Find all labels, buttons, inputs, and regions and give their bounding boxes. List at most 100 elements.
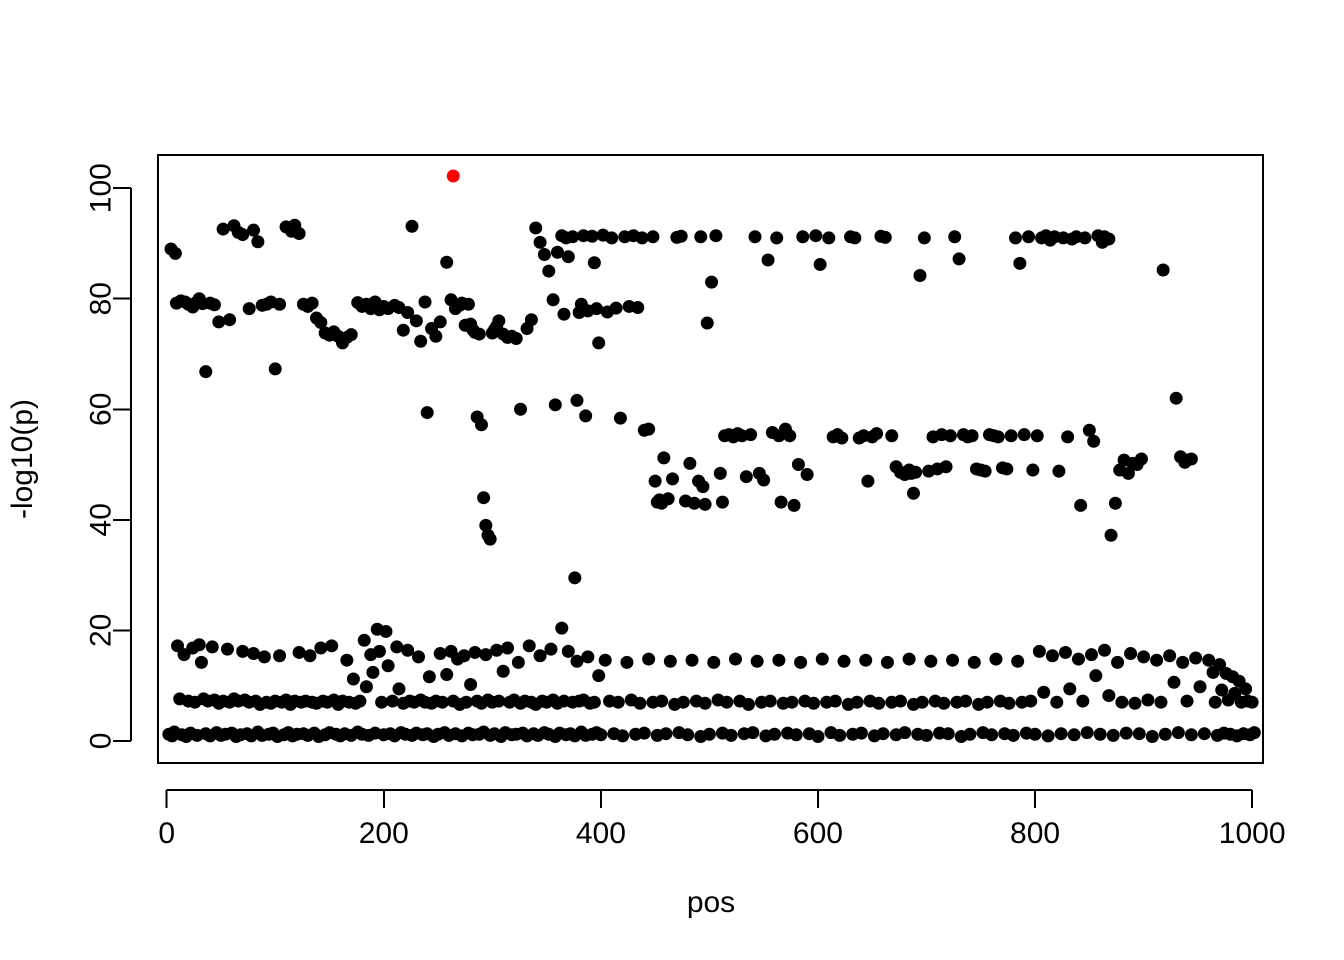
data-point <box>457 649 471 663</box>
data-point <box>789 728 803 742</box>
data-point <box>268 362 282 376</box>
data-point <box>659 727 673 741</box>
data-point <box>496 664 510 678</box>
data-point <box>1013 256 1027 270</box>
data-point <box>401 306 415 320</box>
data-point <box>440 668 454 682</box>
data-point <box>720 695 734 709</box>
data-point <box>774 495 788 509</box>
data-point <box>787 498 801 512</box>
x-tick-label: 400 <box>576 817 626 850</box>
x-axis: 0 200 400 600 800 1000 <box>158 789 1286 850</box>
data-point <box>663 654 677 668</box>
data-point <box>772 653 786 667</box>
data-point <box>946 653 960 667</box>
data-point <box>1017 428 1031 442</box>
data-point <box>676 695 690 709</box>
y-tick-label: 60 <box>85 393 118 426</box>
data-point <box>757 473 771 487</box>
data-point <box>459 695 473 709</box>
data-point <box>273 297 287 311</box>
data-point <box>381 659 395 673</box>
data-point <box>446 169 460 183</box>
data-point <box>566 230 580 244</box>
data-point <box>828 694 842 708</box>
data-point <box>1189 651 1203 665</box>
data-point <box>429 329 443 343</box>
data-point <box>815 652 829 666</box>
data-point <box>1124 647 1138 661</box>
data-point <box>1134 452 1148 466</box>
data-point <box>807 696 821 710</box>
data-point <box>1247 726 1261 740</box>
data-point <box>948 230 962 244</box>
data-point <box>978 464 992 478</box>
data-point <box>1163 649 1177 663</box>
data-point <box>685 653 699 667</box>
data-point <box>768 727 782 741</box>
data-point <box>709 229 723 243</box>
data-point <box>715 495 729 509</box>
data-point <box>353 694 367 708</box>
data-point <box>544 642 558 656</box>
data-point <box>581 650 595 664</box>
data-point <box>880 655 894 669</box>
plot-panel-border <box>157 154 1264 764</box>
data-point <box>587 695 601 709</box>
data-point <box>570 654 584 668</box>
y-axis: 0 20 40 60 80 100 <box>85 163 132 749</box>
data-point <box>461 297 475 311</box>
data-point <box>1184 452 1198 466</box>
data-point <box>1011 654 1025 668</box>
data-point <box>681 728 695 742</box>
y-tick-label: 100 <box>85 163 118 213</box>
data-point <box>1054 727 1068 741</box>
data-point <box>435 695 449 709</box>
data-point <box>396 323 410 337</box>
data-point <box>1078 231 1092 245</box>
data-point <box>1004 429 1018 443</box>
data-point <box>1104 528 1118 542</box>
data-point <box>620 655 634 669</box>
data-point <box>859 653 873 667</box>
data-point <box>359 680 373 694</box>
data-point <box>605 231 619 245</box>
data-point <box>1052 464 1066 478</box>
x-axis-title: pos <box>687 886 735 919</box>
data-point <box>739 470 753 484</box>
data-point <box>1024 694 1038 708</box>
data-point <box>746 726 760 740</box>
data-point <box>1030 429 1044 443</box>
data-point <box>1150 653 1164 667</box>
data-point <box>533 649 547 663</box>
data-point <box>1141 693 1155 707</box>
data-point <box>1154 695 1168 709</box>
data-point <box>420 406 434 420</box>
data-point <box>893 694 907 708</box>
data-point <box>501 641 515 655</box>
data-point <box>1032 644 1046 658</box>
data-point <box>980 695 994 709</box>
data-point <box>479 518 493 532</box>
data-point <box>822 231 836 245</box>
data-point <box>344 328 358 342</box>
data-point <box>915 695 929 709</box>
data-point <box>728 652 742 666</box>
data-point <box>698 497 712 511</box>
data-point <box>292 645 306 659</box>
data-point <box>492 694 506 708</box>
data-point <box>412 650 426 664</box>
data-point <box>1197 727 1211 741</box>
data-point <box>592 669 606 683</box>
data-point <box>796 230 810 244</box>
data-point <box>548 398 562 412</box>
data-point <box>687 496 701 510</box>
data-point <box>1121 466 1135 480</box>
data-point <box>924 654 938 668</box>
data-point <box>205 640 219 654</box>
data-point <box>898 726 912 740</box>
data-point <box>698 696 712 710</box>
series-snps <box>162 218 1261 743</box>
data-point <box>1006 728 1020 742</box>
data-point <box>809 229 823 243</box>
